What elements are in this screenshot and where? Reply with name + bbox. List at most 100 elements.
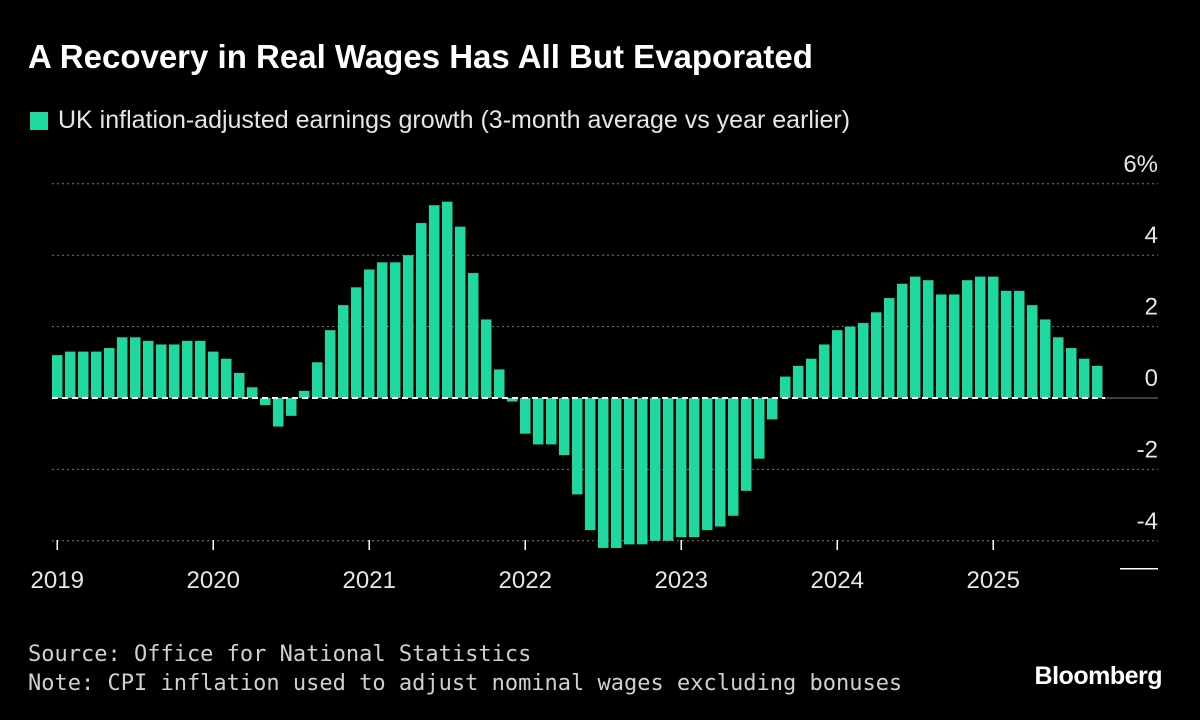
bar: [442, 201, 453, 398]
bar: [767, 398, 778, 420]
bar: [585, 398, 596, 531]
bar: [624, 398, 635, 545]
bar: [182, 340, 193, 398]
bar: [1079, 358, 1090, 398]
bar: [871, 312, 882, 398]
bar: [702, 398, 713, 531]
bar: [143, 340, 154, 398]
bar: [715, 398, 726, 527]
legend-label: UK inflation-adjusted earnings growth (3…: [58, 106, 851, 134]
x-tick-label: 2019: [31, 567, 84, 594]
bar: [598, 398, 609, 548]
bar: [520, 398, 531, 434]
bar: [468, 273, 479, 398]
bar: [299, 390, 310, 398]
bar: [377, 262, 388, 398]
bar: [988, 276, 999, 398]
legend: UK inflation-adjusted earnings growth (3…: [30, 106, 850, 135]
bar: [234, 373, 245, 398]
bar: [208, 351, 219, 398]
bar: [364, 269, 375, 398]
bar: [429, 205, 440, 398]
bar: [858, 323, 869, 398]
bar: [741, 398, 752, 491]
bar: [273, 398, 284, 427]
bar: [637, 398, 648, 545]
x-tick-label: 2022: [499, 567, 552, 594]
bar: [806, 358, 817, 398]
bar: [793, 365, 804, 398]
bar: [559, 398, 570, 456]
y-axis-labels: 6% 4 2 0 -2 -4: [1120, 151, 1158, 570]
bar: [104, 348, 115, 398]
bar: [247, 387, 258, 398]
bar: [533, 398, 544, 445]
bar: [689, 398, 700, 538]
bar: [286, 398, 297, 416]
bar: [832, 330, 843, 398]
x-tick-label: 2025: [967, 567, 1020, 594]
bar: [1053, 337, 1064, 398]
chart-area: 2019 2020 2021 2022 2023 2024 2025 6% 4 2 0 -2 -4: [31, 151, 1158, 594]
bar: [949, 294, 960, 398]
bar-series: [52, 201, 1103, 548]
bar: [962, 280, 973, 398]
bar: [897, 283, 908, 398]
bar: [169, 344, 180, 398]
bar: [1040, 319, 1051, 398]
legend-swatch-icon: [30, 111, 48, 130]
x-axis: 2019 2020 2021 2022 2023 2024 2025: [31, 540, 1020, 594]
bar: [650, 398, 661, 541]
bar: [910, 276, 921, 398]
bar: [507, 398, 518, 402]
bar: [923, 280, 934, 398]
bar: [481, 319, 492, 398]
bar: [338, 305, 349, 398]
x-tick-label: 2024: [811, 567, 864, 594]
bar: [1001, 290, 1012, 398]
bar: [1014, 290, 1025, 398]
footnote: Note: CPI inflation used to adjust nomin…: [28, 671, 903, 696]
bar: [494, 369, 505, 398]
bar: [546, 398, 557, 445]
bar: [130, 337, 141, 398]
bar: [390, 262, 401, 398]
bar: [195, 340, 206, 398]
bar: [936, 294, 947, 398]
bar: [845, 326, 856, 398]
bar: [780, 376, 791, 398]
bar: [819, 344, 830, 398]
bar: [221, 358, 232, 398]
bar: [754, 398, 765, 459]
y-tick-label: -4: [1137, 508, 1158, 535]
bar: [728, 398, 739, 516]
x-tick-label: 2020: [187, 567, 240, 594]
bar: [65, 351, 76, 398]
bar: [351, 287, 362, 398]
bar: [1066, 348, 1077, 398]
bar: [91, 351, 102, 398]
source-note: Source: Office for National Statistics: [28, 642, 532, 667]
bar: [663, 398, 674, 541]
bar: [325, 330, 336, 398]
x-tick-label: 2021: [343, 567, 396, 594]
bar: [416, 223, 427, 398]
bar: [884, 298, 895, 398]
bar: [975, 276, 986, 398]
bar: [260, 398, 271, 406]
bar: [1092, 365, 1103, 398]
bar: [611, 398, 622, 548]
bar: [676, 398, 687, 538]
bar: [78, 351, 89, 398]
y-tick-label: -2: [1137, 436, 1158, 463]
y-tick-label: 6%: [1123, 151, 1158, 178]
y-tick-label: 2: [1145, 294, 1158, 321]
bar: [572, 398, 583, 495]
bar: [52, 355, 63, 398]
bar: [455, 226, 466, 398]
y-tick-label: 0: [1145, 365, 1158, 392]
bar: [403, 255, 414, 398]
bloomberg-logo: Bloomberg: [1034, 662, 1163, 690]
bar: [117, 337, 128, 398]
x-tick-label: 2023: [655, 567, 708, 594]
